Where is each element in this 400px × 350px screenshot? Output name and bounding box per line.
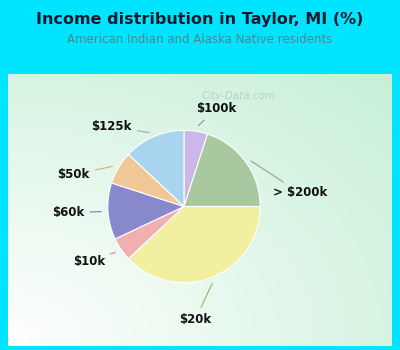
Text: $60k: $60k xyxy=(52,206,101,219)
Wedge shape xyxy=(184,134,260,206)
Wedge shape xyxy=(108,183,184,239)
Text: City-Data.com: City-Data.com xyxy=(202,91,276,101)
Text: $100k: $100k xyxy=(196,103,236,126)
Text: $20k: $20k xyxy=(179,284,212,326)
Text: American Indian and Alaska Native residents: American Indian and Alaska Native reside… xyxy=(67,33,333,46)
Text: $125k: $125k xyxy=(92,120,150,133)
Wedge shape xyxy=(184,130,208,206)
Wedge shape xyxy=(115,206,184,259)
Text: $10k: $10k xyxy=(73,252,115,268)
Text: $50k: $50k xyxy=(58,166,112,181)
Text: Income distribution in Taylor, MI (%): Income distribution in Taylor, MI (%) xyxy=(36,12,364,27)
Wedge shape xyxy=(128,130,184,206)
Wedge shape xyxy=(128,206,260,283)
Text: > $200k: > $200k xyxy=(251,161,327,199)
Wedge shape xyxy=(112,154,184,206)
